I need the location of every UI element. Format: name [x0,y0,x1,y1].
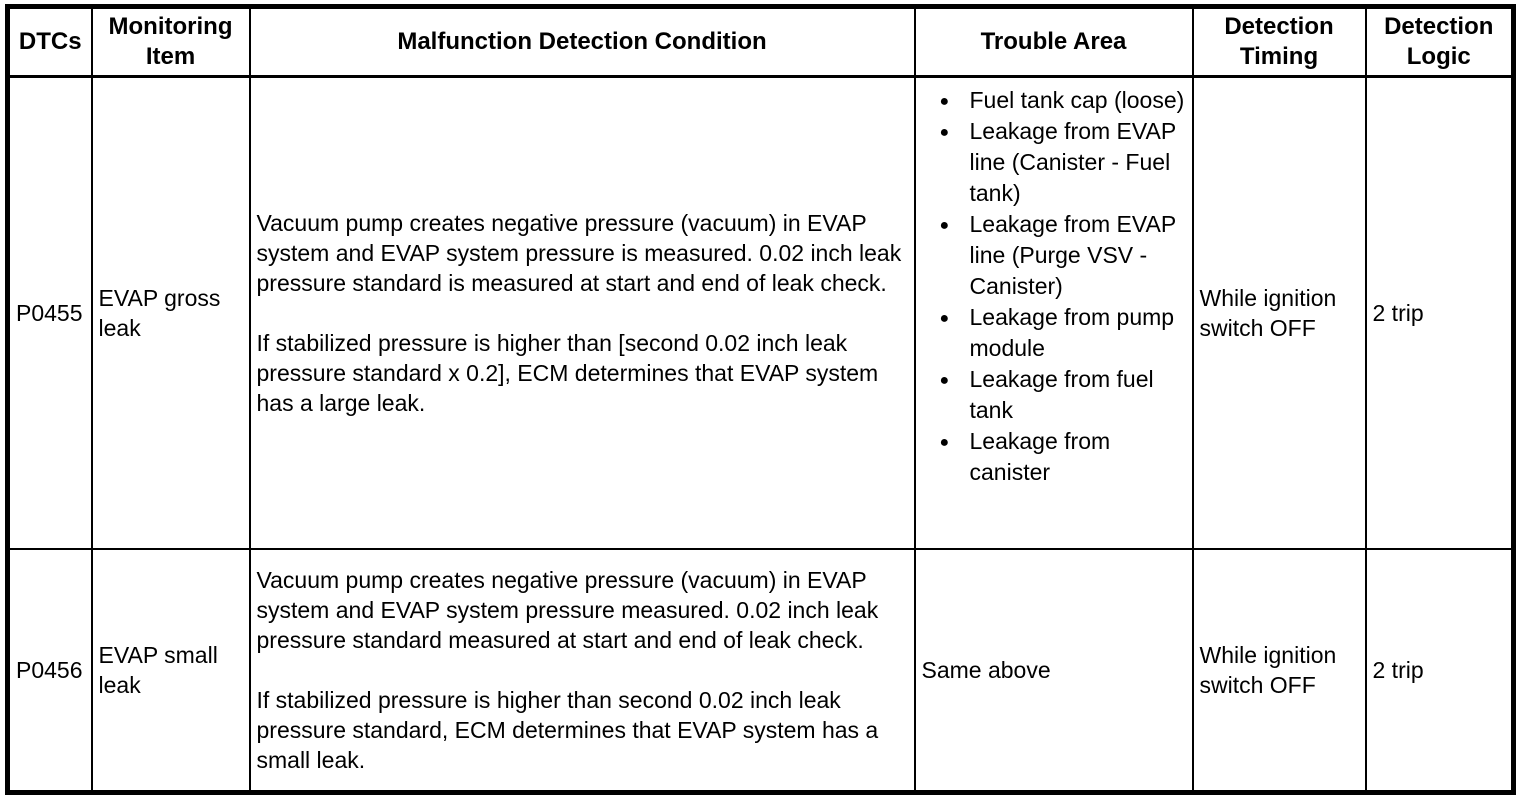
detection-timing-cell: While ignition switch OFF [1191,75,1367,550]
dtc-code-cell: P0455 [6,75,93,550]
detection-logic-cell: 2 trip [1364,75,1515,550]
trouble-area-item: Leakage from fuel tank [940,364,1186,426]
header-dtcs: DTCs [6,5,93,78]
malfunction-condition-cell: Vacuum pump creates negative pressure (v… [248,547,916,794]
header-trouble-area: Trouble Area [913,5,1194,78]
detection-logic-cell: 2 trip [1364,547,1515,794]
trouble-area-item: Leakage from EVAP line (Purge VSV - Cani… [940,209,1186,302]
header-detection-logic: Detection Logic [1364,5,1515,78]
header-monitoring-item: Monitoring Item [90,5,251,78]
monitoring-item-cell: EVAP small leak [90,547,251,794]
detection-timing-cell: While ignition switch OFF [1191,547,1367,794]
table-header-row: DTCs Monitoring Item Malfunction Detecti… [6,5,1515,78]
trouble-area-list: Fuel tank cap (loose)Leakage from EVAP l… [922,85,1186,488]
trouble-area-item: Leakage from EVAP line (Canister - Fuel … [940,116,1186,209]
dtc-code-cell: P0456 [6,547,93,794]
trouble-area-item: Leakage from pump module [940,302,1186,364]
header-detection-timing: Detection Timing [1191,5,1367,78]
table-row-p0456: P0456 EVAP small leak Vacuum pump create… [6,547,1515,794]
trouble-area-cell: Fuel tank cap (loose)Leakage from EVAP l… [913,75,1194,550]
monitoring-item-cell: EVAP gross leak [90,75,251,550]
malfunction-condition-cell: Vacuum pump creates negative pressure (v… [248,75,916,550]
trouble-area-cell: Same above [913,547,1194,794]
trouble-area-item: Leakage from canister [940,426,1186,488]
table-row-p0455: P0455 EVAP gross leak Vacuum pump create… [6,75,1515,550]
trouble-area-item: Fuel tank cap (loose) [940,85,1186,117]
header-malfunction-detection-condition: Malfunction Detection Condition [248,5,916,78]
dtc-table: DTCs Monitoring Item Malfunction Detecti… [5,4,1516,795]
